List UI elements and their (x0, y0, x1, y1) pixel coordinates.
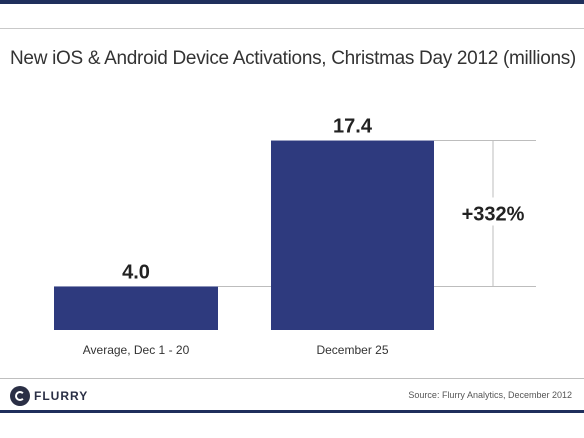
value-label-2: 17.4 (333, 116, 373, 138)
flurry-logo-icon (10, 386, 30, 406)
chart-title: New iOS & Android Device Activations, Ch… (10, 48, 576, 69)
flurry-logo: FLURRY (10, 386, 88, 406)
footer-rule (0, 378, 584, 379)
annotation-label: +332% (462, 203, 525, 225)
bar-1 (54, 286, 218, 330)
value-label-1: 4.0 (122, 261, 150, 283)
source-note: Source: Flurry Analytics, December 2012 (408, 390, 572, 400)
top-rule (0, 0, 584, 4)
category-label-1: Average, Dec 1 - 20 (83, 343, 190, 357)
bar-2 (271, 140, 434, 330)
top-accent-line (0, 28, 584, 29)
annotation-background (455, 197, 531, 226)
flurry-logo-text: FLURRY (34, 389, 89, 403)
bottom-rule (0, 410, 584, 413)
bar-chart: 4.0 Average, Dec 1 - 20 17.4 December 25 +33… (54, 116, 536, 357)
category-label-2: December 25 (316, 343, 388, 357)
